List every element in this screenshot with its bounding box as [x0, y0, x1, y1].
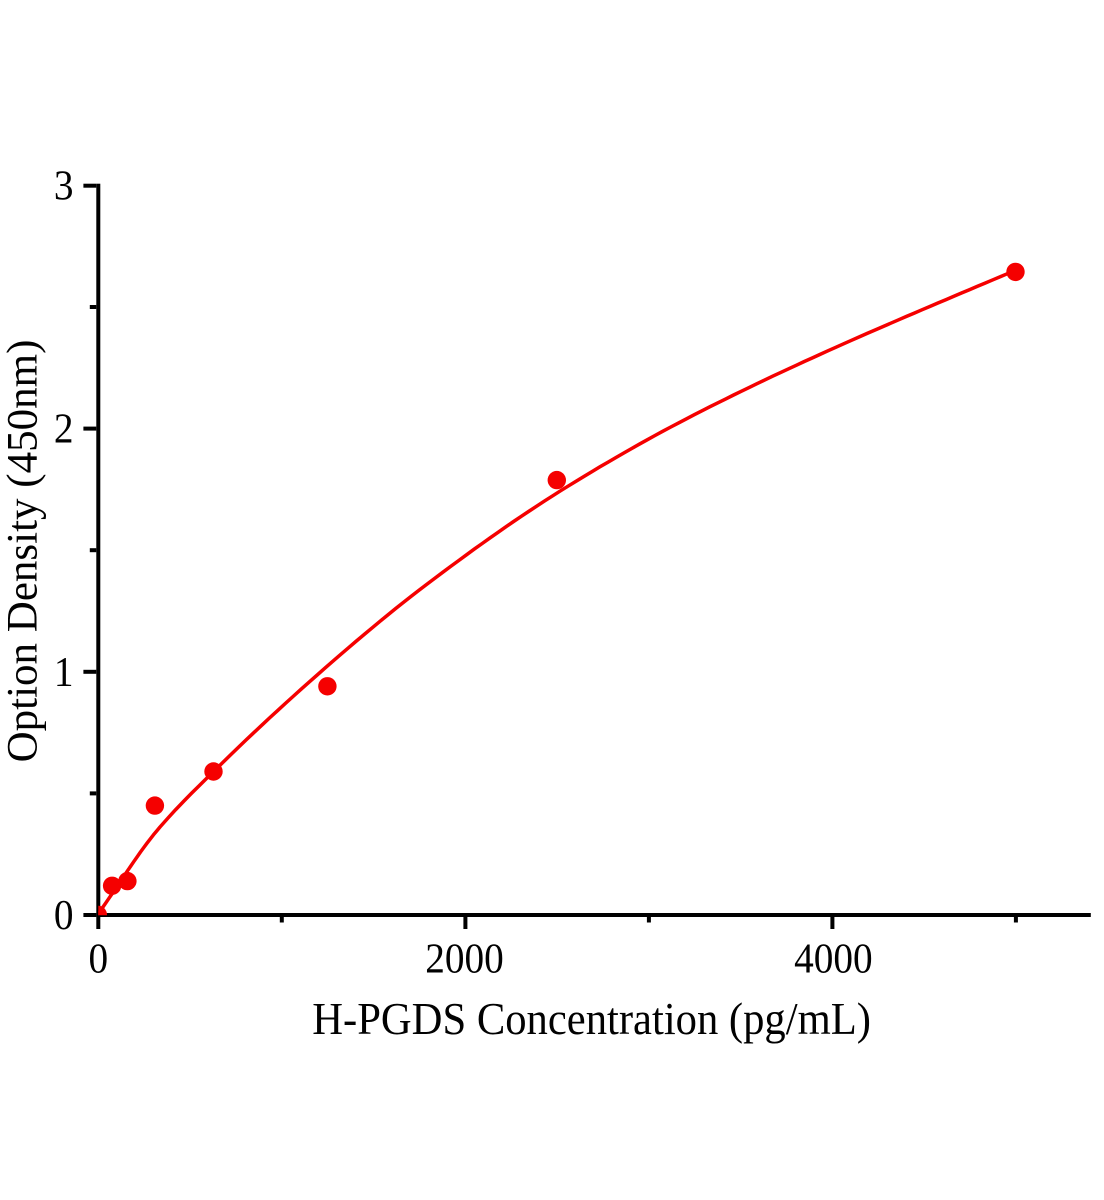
svg-text:H-PGDS Concentration (pg/mL): H-PGDS Concentration (pg/mL) — [312, 994, 871, 1045]
svg-text:2: 2 — [54, 404, 74, 452]
svg-text:0: 0 — [88, 934, 108, 982]
svg-text:Option Density (450nm): Option Density (450nm) — [0, 340, 47, 763]
svg-text:4000: 4000 — [794, 934, 873, 982]
svg-text:1: 1 — [54, 647, 74, 695]
svg-text:2000: 2000 — [425, 934, 504, 982]
svg-text:0: 0 — [54, 890, 74, 938]
svg-text:3: 3 — [54, 161, 74, 209]
